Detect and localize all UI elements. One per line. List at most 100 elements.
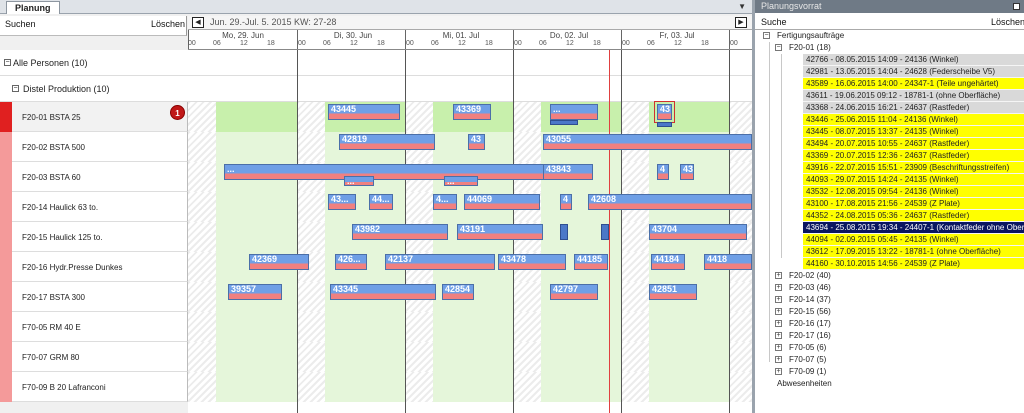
order-item[interactable]: 43494 - 20.07.2015 10:55 - 24637 (Rastfe…	[803, 138, 1024, 150]
resource-row[interactable]: F20-02 BSTA 500	[0, 132, 188, 162]
expand-icon[interactable]: +	[775, 272, 782, 279]
order-item[interactable]: 43532 - 12.08.2015 09:54 - 24136 (Winkel…	[803, 186, 1024, 198]
collapse-icon[interactable]: −	[775, 44, 782, 51]
search-button[interactable]: Suchen	[5, 19, 36, 29]
tree-group[interactable]: + F70-05 (6)	[773, 342, 826, 354]
resource-row[interactable]: F20-03 BSTA 60	[0, 162, 188, 192]
tree-group[interactable]: + F20-16 (17)	[773, 318, 831, 330]
order-item[interactable]: 42981 - 13.05.2015 14:04 - 24628 (Feders…	[803, 66, 1024, 78]
order-bar[interactable]: ...	[550, 104, 598, 120]
order-item[interactable]: 43445 - 08.07.2015 13:37 - 24135 (Winkel…	[803, 126, 1024, 138]
collapse-icon[interactable]: −	[4, 59, 11, 66]
tree-root[interactable]: − Fertigungsaufträge	[761, 30, 844, 42]
collapse-icon[interactable]: −	[12, 85, 19, 92]
order-bar[interactable]: ...	[344, 176, 374, 186]
order-bar[interactable]: 42819	[339, 134, 435, 150]
group-all-persons[interactable]: − Alle Personen (10)	[0, 50, 188, 76]
order-bar[interactable]: 43055	[543, 134, 752, 150]
next-week-button[interactable]: ▶	[735, 17, 747, 28]
order-bar[interactable]: 39357	[228, 284, 282, 300]
expand-icon[interactable]: +	[775, 344, 782, 351]
expand-icon[interactable]: +	[775, 320, 782, 327]
order-sub-bar[interactable]	[560, 224, 568, 240]
order-bar[interactable]: 42854	[442, 284, 474, 300]
expand-icon[interactable]: +	[775, 332, 782, 339]
order-bar[interactable]: 44...	[369, 194, 393, 210]
order-bar[interactable]: 44185	[574, 254, 608, 270]
resource-row[interactable]: F20-01 BSTA 25 1	[0, 102, 188, 132]
resource-row[interactable]: F20-16 Hydr.Presse Dunkes	[0, 252, 188, 282]
close-icon[interactable]	[1013, 3, 1020, 10]
order-bar[interactable]: 4	[657, 164, 669, 180]
resource-row[interactable]: F20-14 Haulick 63 to.	[0, 192, 188, 222]
order-item[interactable]: 43446 - 25.06.2015 11:04 - 24136 (Winkel…	[803, 114, 1024, 126]
order-item[interactable]: 42766 - 08.05.2015 14:09 - 24136 (Winkel…	[803, 54, 1024, 66]
tree-group[interactable]: − F20-01 (18)	[773, 42, 831, 54]
expand-icon[interactable]: +	[775, 368, 782, 375]
tree-group[interactable]: + F20-02 (40)	[773, 270, 831, 282]
order-bar[interactable]: 42851	[649, 284, 697, 300]
order-bar[interactable]: 43191	[457, 224, 543, 240]
order-bar[interactable]: 42608	[588, 194, 752, 210]
order-item-selected[interactable]: 43694 - 25.08.2015 19:34 - 24407-1 (Kont…	[803, 222, 1024, 234]
order-bar[interactable]: 4...	[433, 194, 457, 210]
order-bar[interactable]: 43704	[649, 224, 747, 240]
order-item[interactable]: 44160 - 30.10.2015 14:56 - 24539 (Z Plat…	[803, 258, 1024, 270]
expand-icon[interactable]: +	[775, 308, 782, 315]
order-bar[interactable]: 42797	[550, 284, 598, 300]
resource-row[interactable]: F20-15 Haulick 125 to.	[0, 222, 188, 252]
tab-planung[interactable]: Planung	[6, 1, 60, 14]
tree-absences[interactable]: Abwesenheiten	[761, 378, 832, 390]
tree-group[interactable]: + F70-09 (1)	[773, 366, 826, 378]
order-item[interactable]: 43589 - 16.06.2015 14:00 - 24347-1 (Teil…	[803, 78, 1024, 90]
order-bar-selected[interactable]: 43	[654, 101, 675, 123]
order-item[interactable]: 44094 - 02.09.2015 05:45 - 24135 (Winkel…	[803, 234, 1024, 246]
order-bar[interactable]: 43...	[328, 194, 356, 210]
order-item[interactable]: 43916 - 22.07.2015 15:51 - 23909 (Beschr…	[803, 162, 1024, 174]
order-bar[interactable]: ...	[224, 164, 544, 180]
order-bar[interactable]: 42137	[385, 254, 495, 270]
tree-group[interactable]: + F70-07 (5)	[773, 354, 826, 366]
order-bar[interactable]: 426...	[335, 254, 367, 270]
order-bar[interactable]: 43	[468, 134, 485, 150]
order-sub-bar[interactable]	[601, 224, 609, 240]
order-bar[interactable]: 43445	[328, 104, 400, 120]
tree-group[interactable]: + F20-14 (37)	[773, 294, 831, 306]
order-bar[interactable]: 43345	[330, 284, 436, 300]
order-item[interactable]: 44352 - 24.08.2015 05:36 - 24637 (Rastfe…	[803, 210, 1024, 222]
order-sub-bar[interactable]	[657, 122, 672, 127]
order-bar[interactable]: 43369	[453, 104, 491, 120]
clear-button[interactable]: Löschen	[991, 17, 1024, 27]
order-bar[interactable]: ...	[444, 176, 478, 186]
order-bar[interactable]: 44184	[651, 254, 685, 270]
order-item[interactable]: 43369 - 20.07.2015 12:36 - 24637 (Rastfe…	[803, 150, 1024, 162]
collapse-icon[interactable]: −	[763, 32, 770, 39]
order-bar[interactable]: 44069	[464, 194, 540, 210]
order-bar[interactable]: 4	[560, 194, 572, 210]
tree-group[interactable]: + F20-17 (16)	[773, 330, 831, 342]
expand-icon[interactable]: +	[775, 296, 782, 303]
resource-row[interactable]: F70-07 GRM 80	[0, 342, 188, 372]
expand-icon[interactable]: +	[775, 356, 782, 363]
order-item[interactable]: 43368 - 24.06.2015 16:21 - 24637 (Rastfe…	[803, 102, 1024, 114]
tree-group[interactable]: + F20-03 (46)	[773, 282, 831, 294]
search-button[interactable]: Suche	[761, 17, 787, 27]
order-bar[interactable]: 42369	[249, 254, 309, 270]
order-bar[interactable]: 4418	[704, 254, 752, 270]
order-bar[interactable]: 43843	[543, 164, 593, 180]
order-bar[interactable]: 43478	[498, 254, 566, 270]
order-item[interactable]: 44093 - 29.07.2015 14:24 - 24135 (Winkel…	[803, 174, 1024, 186]
expand-icon[interactable]: +	[775, 284, 782, 291]
order-sub-bar[interactable]	[550, 120, 578, 125]
order-item[interactable]: 43100 - 17.08.2015 21:56 - 24539 (Z Plat…	[803, 198, 1024, 210]
resource-row[interactable]: F70-09 B 20 Lafranconi	[0, 372, 188, 402]
order-bar[interactable]: 43982	[352, 224, 448, 240]
notification-badge[interactable]: 1	[170, 105, 185, 120]
tab-menu-icon[interactable]: ▼	[738, 2, 746, 11]
previous-week-button[interactable]: ◀	[192, 17, 204, 28]
order-item[interactable]: 43612 - 17.09.2015 13:22 - 18781-1 (ohne…	[803, 246, 1024, 258]
tree-group[interactable]: + F20-15 (56)	[773, 306, 831, 318]
gantt-grid[interactable]: 43445 43369 ... 43 42819 43 43055 ... 43…	[188, 50, 752, 413]
group-distel-produktion[interactable]: − Distel Produktion (10)	[0, 76, 188, 102]
clear-button[interactable]: Löschen	[151, 19, 186, 29]
